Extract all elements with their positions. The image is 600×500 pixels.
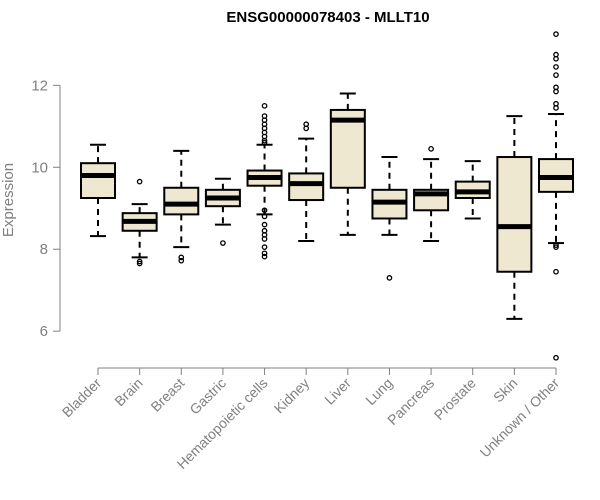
y-tick-label: 10: [31, 159, 48, 176]
box-iqr: [80, 162, 116, 200]
box-group: [288, 121, 325, 243]
box-group: [496, 115, 533, 320]
outlier-point: [553, 31, 559, 37]
outlier-point: [178, 257, 185, 264]
x-tick-label: Lung: [362, 375, 395, 408]
x-tick-label: Breast: [147, 375, 187, 415]
box-group: [371, 156, 408, 281]
outlier-point: [553, 64, 559, 70]
outlier-point: [136, 260, 143, 267]
y-axis: 6 8 10 12: [31, 77, 61, 340]
x-tick-label: Prostate: [431, 375, 479, 423]
box-group: [204, 177, 241, 246]
x-tick-label: Kidney: [271, 375, 313, 417]
outlier-point: [553, 244, 559, 251]
chart-title: ENSG00000078403 - MLLT10: [226, 9, 429, 26]
outlier-point: [553, 88, 559, 95]
outlier-point: [136, 178, 143, 185]
box-group: [413, 145, 450, 243]
box-group: [121, 178, 158, 267]
outlier-point: [261, 236, 268, 242]
box-iqr: [288, 172, 325, 202]
outlier-point: [261, 250, 268, 257]
outlier-point: [428, 145, 434, 152]
y-tick-label: 8: [40, 241, 48, 258]
outlier-point: [553, 72, 559, 78]
y-axis-label: Expression: [0, 163, 17, 237]
outlier-point: [136, 258, 143, 265]
outlier-point: [261, 253, 268, 260]
x-tick-label: Unknown / Other: [477, 375, 563, 461]
outlier-point: [553, 268, 559, 275]
plot-area: [80, 31, 574, 361]
outlier-point: [553, 242, 559, 248]
box-group: [246, 102, 283, 260]
box-iqr: [496, 156, 533, 273]
box-group: [538, 31, 574, 361]
box-group: [163, 149, 200, 264]
outlier-point: [261, 221, 268, 228]
outlier-point: [261, 244, 268, 251]
x-tick-label: Brain: [111, 375, 145, 409]
outlier-point: [553, 105, 559, 111]
outlier-point: [261, 137, 268, 144]
box-group: [329, 92, 366, 236]
x-tick-label: Bladder: [59, 375, 105, 421]
box-iqr: [329, 108, 366, 189]
outlier-point: [553, 55, 559, 62]
outlier-point: [261, 102, 268, 109]
outlier-point: [261, 139, 268, 146]
outlier-point: [386, 275, 393, 281]
outlier-point: [303, 125, 310, 132]
x-tick-label: Liver: [321, 375, 354, 408]
outlier-point: [261, 207, 268, 214]
outlier-point: [553, 354, 559, 361]
box-iqr: [163, 186, 200, 216]
outlier-point: [178, 254, 185, 261]
x-tick-label: Skin: [490, 375, 521, 406]
outlier-point: [220, 240, 226, 246]
box-group: [454, 160, 491, 220]
y-tick-label: 6: [40, 323, 48, 340]
box-group: [80, 143, 116, 238]
y-tick-label: 12: [31, 77, 48, 94]
outlier-point: [261, 213, 268, 220]
